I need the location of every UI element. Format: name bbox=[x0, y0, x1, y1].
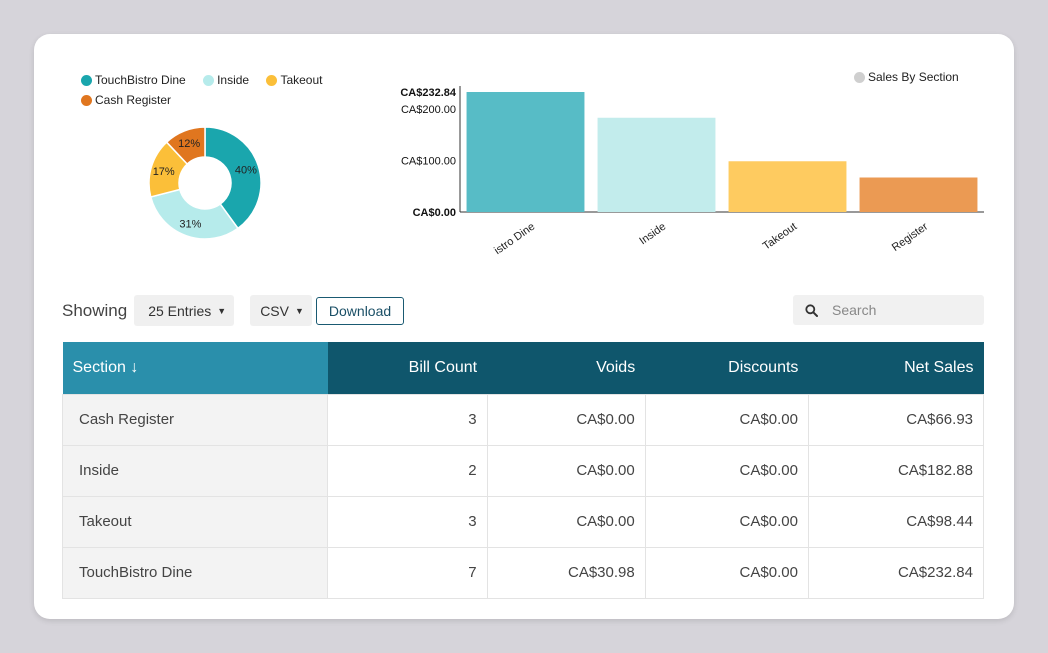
sort-descending-icon: ↓ bbox=[130, 358, 139, 376]
chevron-down-icon: ▼ bbox=[294, 305, 304, 316]
column-header-bill-count[interactable]: Bill Count bbox=[327, 342, 488, 394]
cell-discounts: CA$0.00 bbox=[644, 393, 809, 446]
table-row: Takeout 3 CA$0.00 CA$0.00 CA$98.44 bbox=[62, 495, 985, 548]
cell-bill-count: 3 bbox=[327, 393, 488, 446]
legend-label: Sales By Section bbox=[868, 70, 959, 84]
y-tick-label: CA$0.00 bbox=[413, 207, 456, 219]
legend-item-cash-register[interactable]: Cash Register bbox=[81, 90, 171, 110]
donut-slice[interactable] bbox=[149, 188, 239, 240]
legend-label: Inside bbox=[217, 73, 250, 87]
table-controls: Showing 25 Entries ▼ CSV ▼ Download bbox=[62, 295, 405, 326]
legend-swatch bbox=[266, 74, 278, 86]
y-tick-label: CA$100.00 bbox=[401, 155, 456, 167]
sales-table: Section ↓ Bill Count Voids Discounts Net… bbox=[62, 342, 985, 599]
cell-bill-count: 7 bbox=[327, 546, 488, 599]
search-input[interactable] bbox=[832, 302, 972, 318]
legend-item-takeout[interactable]: Takeout bbox=[266, 70, 322, 90]
column-header-section[interactable]: Section ↓ bbox=[62, 342, 328, 394]
format-value: CSV bbox=[260, 302, 289, 319]
legend-swatch bbox=[854, 71, 865, 83]
legend-swatch bbox=[81, 74, 92, 86]
cell-net-sales: CA$182.88 bbox=[807, 444, 985, 497]
donut-slice[interactable] bbox=[165, 126, 206, 166]
y-tick-label: CA$232.84 bbox=[400, 87, 457, 99]
cell-discounts: CA$0.00 bbox=[644, 495, 809, 548]
cell-net-sales: CA$66.93 bbox=[807, 393, 985, 446]
bar[interactable] bbox=[859, 177, 978, 212]
table-row: Cash Register 3 CA$0.00 CA$0.00 CA$66.93 bbox=[62, 393, 985, 446]
bar-chart-legend[interactable]: Sales By Section bbox=[854, 70, 959, 84]
cell-discounts: CA$0.00 bbox=[644, 444, 809, 497]
legend-label: TouchBistro Dine bbox=[95, 73, 186, 87]
donut-slice-label: 31% bbox=[179, 218, 201, 230]
donut-slice[interactable] bbox=[204, 126, 262, 230]
cell-net-sales: CA$98.44 bbox=[807, 495, 985, 548]
legend-swatch bbox=[81, 94, 92, 106]
column-header-label: Section bbox=[72, 358, 126, 376]
table-row: Inside 2 CA$0.00 CA$0.00 CA$182.88 bbox=[62, 444, 985, 497]
cell-voids: CA$0.00 bbox=[486, 444, 646, 497]
table-header-row: Section ↓ Bill Count Voids Discounts Net… bbox=[62, 342, 984, 394]
cell-section: Takeout bbox=[62, 495, 328, 548]
cell-discounts: CA$0.00 bbox=[644, 546, 809, 599]
cell-net-sales: CA$232.84 bbox=[807, 546, 985, 599]
cell-section: Inside bbox=[62, 444, 328, 497]
column-header-net-sales[interactable]: Net Sales bbox=[808, 342, 984, 394]
chevron-down-icon: ▼ bbox=[217, 305, 227, 316]
donut-legend: TouchBistro Dine Inside Takeout Cash Reg… bbox=[81, 70, 341, 110]
cell-voids: CA$30.98 bbox=[486, 546, 646, 599]
column-header-voids[interactable]: Voids bbox=[487, 342, 646, 394]
x-tick-label: Takeout bbox=[761, 221, 799, 253]
bar-chart: CA$0.00 CA$100.00 CA$200.00 CA$232.84 istro … bbox=[400, 86, 984, 257]
search-box[interactable] bbox=[793, 295, 984, 325]
entries-select[interactable]: 25 Entries ▼ bbox=[134, 295, 235, 326]
column-header-discounts[interactable]: Discounts bbox=[645, 342, 809, 394]
cell-bill-count: 2 bbox=[327, 444, 488, 497]
donut-slice-label: 12% bbox=[178, 138, 200, 150]
showing-label: Showing bbox=[62, 300, 128, 320]
entries-value: 25 Entries bbox=[148, 302, 212, 319]
cell-bill-count: 3 bbox=[327, 495, 488, 548]
bar[interactable] bbox=[728, 161, 847, 212]
donut-chart: 40% 31% 17% 12% bbox=[148, 126, 262, 240]
table-row: TouchBistro Dine 7 CA$30.98 CA$0.00 CA$2… bbox=[62, 546, 985, 599]
legend-label: Cash Register bbox=[95, 93, 172, 107]
x-tick-label: Inside bbox=[637, 221, 668, 248]
legend-label: Takeout bbox=[280, 73, 323, 87]
donut-slice-label: 40% bbox=[235, 165, 257, 177]
legend-item-touchbistro-dine[interactable]: TouchBistro Dine bbox=[81, 70, 186, 90]
bar[interactable] bbox=[466, 92, 585, 212]
x-tick-label: Register bbox=[890, 220, 931, 254]
cell-section: TouchBistro Dine bbox=[62, 546, 328, 599]
donut-slice-label: 17% bbox=[153, 166, 175, 178]
y-tick-label: CA$200.00 bbox=[401, 104, 456, 116]
download-button[interactable]: Download bbox=[315, 296, 405, 325]
report-card: TouchBistro Dine Inside Takeout Cash Reg… bbox=[34, 34, 1014, 619]
cell-section: Cash Register bbox=[62, 393, 328, 446]
legend-swatch bbox=[203, 74, 215, 86]
bar[interactable] bbox=[597, 117, 716, 212]
format-select[interactable]: CSV ▼ bbox=[250, 295, 312, 326]
legend-item-inside[interactable]: Inside bbox=[203, 70, 249, 90]
cell-voids: CA$0.00 bbox=[486, 495, 646, 548]
cell-voids: CA$0.00 bbox=[486, 393, 646, 446]
search-icon bbox=[805, 303, 818, 317]
x-tick-label: istro Dine bbox=[492, 221, 537, 257]
